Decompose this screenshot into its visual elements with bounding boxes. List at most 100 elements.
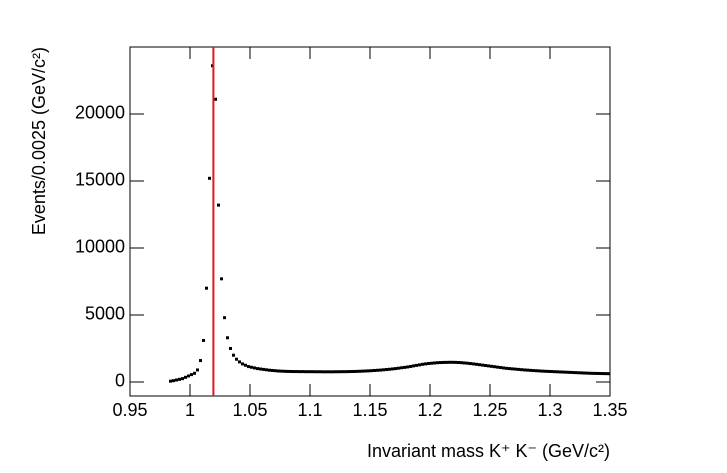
data-point — [244, 363, 247, 367]
data-point — [391, 367, 394, 371]
x-tick-label: 1.15 — [352, 400, 387, 420]
data-point — [184, 375, 187, 379]
data-point — [481, 363, 484, 367]
data-point — [436, 361, 439, 365]
data-point — [460, 361, 463, 365]
data-point — [370, 369, 373, 373]
data-point — [259, 367, 262, 371]
data-point — [310, 370, 313, 374]
data-point — [517, 367, 520, 371]
data-point — [217, 203, 220, 207]
data-point — [367, 369, 370, 373]
data-point — [442, 360, 445, 364]
data-point — [388, 367, 391, 371]
data-point — [415, 363, 418, 367]
data-point — [229, 346, 232, 350]
data-point — [346, 370, 349, 374]
data-point — [457, 361, 460, 365]
data-point — [523, 368, 526, 372]
data-point — [490, 364, 493, 368]
data-point — [454, 360, 457, 364]
data-point — [361, 369, 364, 373]
data-point — [304, 370, 307, 374]
data-point — [544, 369, 547, 373]
data-point — [265, 368, 268, 372]
data-point — [532, 369, 535, 373]
data-point — [358, 369, 361, 373]
data-point — [496, 365, 499, 369]
data-point — [571, 370, 574, 374]
data-point — [547, 369, 550, 373]
data-point — [607, 372, 610, 376]
data-point — [316, 370, 319, 374]
data-point — [511, 367, 514, 371]
data-point — [568, 370, 571, 374]
data-point — [205, 286, 208, 290]
data-point — [382, 368, 385, 372]
data-point — [307, 370, 310, 374]
data-point — [493, 365, 496, 369]
data-point — [595, 371, 598, 375]
data-point — [349, 370, 352, 374]
data-point — [484, 364, 487, 368]
data-point — [247, 365, 250, 369]
data-point — [502, 366, 505, 370]
data-point — [538, 369, 541, 373]
data-point — [322, 370, 325, 374]
data-point — [196, 368, 199, 372]
data-point — [541, 369, 544, 373]
data-point — [352, 369, 355, 373]
data-point — [262, 367, 265, 371]
data-point — [487, 364, 490, 368]
data-point — [556, 370, 559, 374]
data-point — [421, 362, 424, 366]
data-point — [325, 370, 328, 374]
data-point — [589, 371, 592, 375]
y-tick-label: 0 — [115, 371, 125, 391]
data-point — [202, 338, 205, 342]
data-point — [172, 379, 175, 383]
data-point — [268, 368, 271, 372]
data-point — [424, 362, 427, 366]
data-point — [550, 370, 553, 374]
data-point — [451, 360, 454, 364]
data-point — [463, 361, 466, 365]
data-point — [214, 97, 217, 101]
data-point — [193, 371, 196, 375]
data-point — [334, 370, 337, 374]
data-point — [301, 370, 304, 374]
data-point — [562, 370, 565, 374]
data-point — [469, 362, 472, 366]
data-point — [439, 361, 442, 365]
data-point — [289, 369, 292, 373]
y-tick-label: 15000 — [75, 170, 125, 190]
x-axis-title: Invariant mass K⁺ K⁻ (GeV/c²) — [367, 441, 610, 461]
data-point — [379, 368, 382, 372]
data-point — [313, 370, 316, 374]
data-point — [340, 370, 343, 374]
data-point — [223, 316, 226, 320]
data-point — [586, 371, 589, 375]
data-point — [478, 363, 481, 367]
data-point — [250, 365, 253, 369]
data-point — [574, 371, 577, 375]
data-point — [526, 368, 529, 372]
data-point — [403, 365, 406, 369]
data-point — [256, 367, 259, 371]
data-point — [355, 369, 358, 373]
y-axis-title: Events/0.0025 (GeV/c²) — [29, 47, 49, 235]
x-tick-label: 1.25 — [472, 400, 507, 420]
data-point — [187, 374, 190, 378]
data-point — [226, 336, 229, 340]
data-point — [499, 366, 502, 370]
data-point — [178, 377, 181, 381]
data-point — [238, 360, 241, 364]
data-point — [199, 359, 202, 363]
data-point — [283, 369, 286, 373]
data-point — [343, 370, 346, 374]
x-tick-label: 1.35 — [592, 400, 627, 420]
data-point — [400, 366, 403, 370]
data-point — [169, 379, 172, 383]
y-tick-label: 10000 — [75, 237, 125, 257]
x-tick-label: 1.05 — [232, 400, 267, 420]
